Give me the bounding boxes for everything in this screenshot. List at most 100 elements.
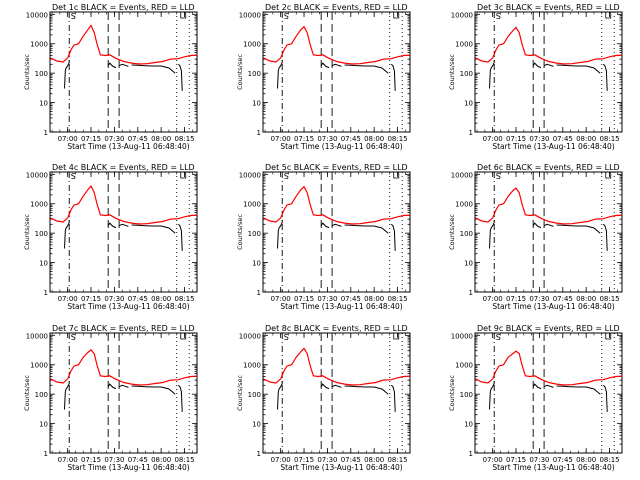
plot-frame — [474, 332, 623, 454]
y-axis-label: Counts/sec — [448, 375, 456, 411]
y-tick-label: 100 — [35, 70, 48, 78]
x-axis-label: Start Time (13-Aug-11 06:48:40) — [67, 142, 189, 151]
events-rate-line — [320, 383, 330, 390]
y-tick-label: 100 — [35, 230, 48, 238]
y-tick-label: 10 — [464, 421, 473, 429]
y-axis-label: Counts/sec — [236, 375, 244, 411]
x-tick-label: 08:00 — [576, 456, 596, 464]
y-tick-label: 1000 — [455, 362, 473, 370]
y-tick-label: 10000 — [239, 11, 261, 19]
detector-plot: Det 5c BLACK = Events, RED = LLD 1 10 100 10… — [236, 163, 411, 311]
y-tick-label: 1000 — [30, 201, 48, 209]
x-tick-label: 08:15 — [174, 456, 194, 464]
events-rate-line — [543, 223, 554, 227]
events-rate-line — [107, 383, 117, 390]
events-rate-line — [390, 63, 396, 91]
x-tick-label: 07:15 — [81, 295, 101, 303]
x-tick-label: 07:00 — [58, 135, 78, 143]
marker-label: S — [284, 12, 289, 21]
events-rate-line — [602, 63, 608, 91]
y-tick-label: 1 — [257, 450, 261, 458]
x-tick-label: 08:00 — [151, 456, 171, 464]
events-rate-line — [602, 384, 608, 412]
events-rate-line — [177, 223, 183, 251]
y-axis-label: Counts/sec — [23, 54, 31, 90]
y-tick-label: 10 — [39, 421, 48, 429]
events-rate-line — [107, 222, 117, 229]
top-bracket-mark — [393, 12, 400, 19]
y-tick-label: 100 — [248, 70, 261, 78]
detector-plot: Det 4c BLACK = Events, RED = LLD 1 10 100 10… — [23, 163, 198, 311]
top-bracket-mark — [180, 172, 187, 179]
y-axis-label: Counts/sec — [23, 375, 31, 411]
y-tick-label: 1000 — [243, 362, 261, 370]
y-tick-label: 10000 — [239, 332, 261, 340]
x-tick-label: 07:00 — [58, 295, 78, 303]
plot-title: Det 2c BLACK = Events, RED = LLD — [265, 3, 408, 12]
x-tick-label: 07:30 — [529, 295, 549, 303]
x-axis-label: Start Time (13-Aug-11 06:48:40) — [67, 463, 189, 472]
events-rate-line — [277, 381, 283, 410]
marker-label: S — [496, 172, 501, 181]
y-tick-label: 1000 — [455, 41, 473, 49]
events-rate-line — [64, 220, 70, 249]
x-tick-label: 07:00 — [271, 456, 291, 464]
detector-plot: Det 7c BLACK = Events, RED = LLD 1 10 100 10… — [23, 324, 198, 472]
lld-rate-line — [475, 350, 623, 386]
x-tick-label: 08:00 — [364, 135, 384, 143]
events-rate-line — [131, 64, 176, 74]
x-tick-label: 07:15 — [506, 135, 526, 143]
x-tick-label: 07:45 — [128, 456, 148, 464]
events-rate-line — [277, 220, 283, 249]
x-tick-label: 08:00 — [364, 456, 384, 464]
x-tick-label: 07:30 — [104, 295, 124, 303]
x-tick-label: 08:00 — [151, 135, 171, 143]
y-axis-label: Counts/sec — [23, 214, 31, 250]
plot-title: Det 7c BLACK = Events, RED = LLD — [52, 324, 195, 333]
y-axis-label: Counts/sec — [236, 54, 244, 90]
x-tick-label: 07:30 — [317, 456, 337, 464]
y-tick-label: 10000 — [26, 332, 48, 340]
x-axis-label: Start Time (13-Aug-11 06:48:40) — [280, 463, 402, 472]
marker-label: S — [71, 172, 76, 181]
x-tick-label: 07:15 — [294, 295, 314, 303]
y-tick-label: 1000 — [30, 41, 48, 49]
top-bracket-mark — [393, 333, 400, 340]
y-axis-label: Counts/sec — [236, 214, 244, 250]
events-rate-line — [177, 384, 183, 412]
y-tick-label: 1000 — [455, 201, 473, 209]
lld-rate-line — [263, 347, 411, 386]
y-tick-label: 1 — [469, 129, 473, 137]
y-tick-label: 100 — [460, 230, 473, 238]
plot-title: Det 4c BLACK = Events, RED = LLD — [52, 163, 195, 172]
x-axis-label: Start Time (13-Aug-11 06:48:40) — [67, 302, 189, 311]
y-tick-label: 10000 — [451, 11, 473, 19]
x-axis-label: Start Time (13-Aug-11 06:48:40) — [280, 302, 402, 311]
events-rate-line — [556, 385, 601, 395]
events-rate-line — [277, 60, 283, 89]
plot-frame — [474, 11, 623, 133]
y-tick-label: 100 — [460, 70, 473, 78]
x-tick-label: 07:45 — [553, 135, 573, 143]
x-tick-label: 07:30 — [317, 295, 337, 303]
y-tick-label: 1 — [44, 289, 48, 297]
plot-frame — [262, 171, 411, 293]
events-rate-line — [390, 384, 396, 412]
y-tick-label: 10000 — [26, 11, 48, 19]
x-tick-label: 07:30 — [317, 135, 337, 143]
detector-plot: Det 1c BLACK = Events, RED = LLD 1 10 100 10… — [23, 3, 198, 151]
events-rate-line — [602, 223, 608, 251]
y-tick-label: 10 — [464, 260, 473, 268]
x-axis-label: Start Time (13-Aug-11 06:48:40) — [492, 463, 614, 472]
events-rate-line — [532, 383, 542, 390]
x-tick-label: 08:15 — [599, 456, 619, 464]
events-rate-line — [331, 63, 342, 67]
events-rate-line — [320, 222, 330, 229]
x-tick-label: 08:00 — [576, 295, 596, 303]
plot-frame — [474, 171, 623, 293]
y-tick-label: 100 — [248, 391, 261, 399]
x-tick-label: 08:15 — [599, 295, 619, 303]
x-axis-label: Start Time (13-Aug-11 06:48:40) — [492, 302, 614, 311]
plot-title: Det 1c BLACK = Events, RED = LLD — [52, 3, 195, 12]
y-tick-label: 1000 — [243, 41, 261, 49]
